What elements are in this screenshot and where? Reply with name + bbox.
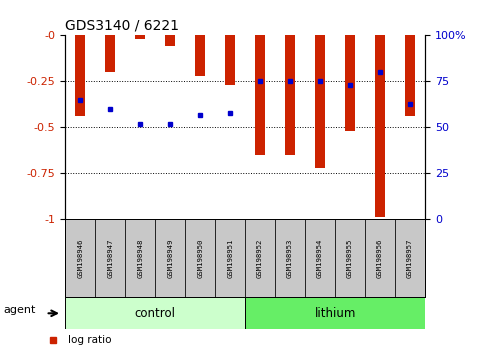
Bar xyxy=(155,219,185,297)
Bar xyxy=(65,219,95,297)
Bar xyxy=(275,219,305,297)
Bar xyxy=(65,297,245,329)
Text: control: control xyxy=(135,307,176,320)
Text: GSM198956: GSM198956 xyxy=(377,239,383,278)
Text: GSM198952: GSM198952 xyxy=(257,239,263,278)
Text: log ratio: log ratio xyxy=(68,335,112,345)
Text: lithium: lithium xyxy=(314,307,356,320)
Text: GSM198948: GSM198948 xyxy=(137,239,143,278)
Bar xyxy=(405,35,415,116)
Bar xyxy=(395,219,425,297)
Text: GSM198947: GSM198947 xyxy=(107,239,113,278)
Bar xyxy=(335,219,365,297)
Bar xyxy=(365,219,395,297)
Bar xyxy=(195,35,205,76)
Bar xyxy=(225,35,235,85)
Text: GSM198951: GSM198951 xyxy=(227,239,233,278)
Bar xyxy=(165,35,175,46)
Bar xyxy=(95,219,125,297)
Bar xyxy=(315,35,326,168)
Bar xyxy=(105,35,115,72)
Bar xyxy=(125,219,155,297)
Bar xyxy=(75,35,85,116)
Bar xyxy=(185,219,215,297)
Bar xyxy=(285,35,295,155)
Text: GSM198954: GSM198954 xyxy=(317,239,323,278)
Bar xyxy=(215,219,245,297)
Text: GSM198953: GSM198953 xyxy=(287,239,293,278)
Text: GSM198950: GSM198950 xyxy=(197,239,203,278)
Bar xyxy=(255,35,265,155)
Bar xyxy=(345,35,355,131)
Bar xyxy=(245,219,275,297)
Text: agent: agent xyxy=(3,305,36,315)
Text: GSM198949: GSM198949 xyxy=(167,239,173,278)
Text: GSM198955: GSM198955 xyxy=(347,239,353,278)
Bar xyxy=(375,35,385,217)
Bar xyxy=(245,297,425,329)
Text: GSM198946: GSM198946 xyxy=(77,239,83,278)
Text: GDS3140 / 6221: GDS3140 / 6221 xyxy=(65,19,179,33)
Bar xyxy=(305,219,335,297)
Text: GSM198957: GSM198957 xyxy=(407,239,413,278)
Bar xyxy=(135,35,145,39)
